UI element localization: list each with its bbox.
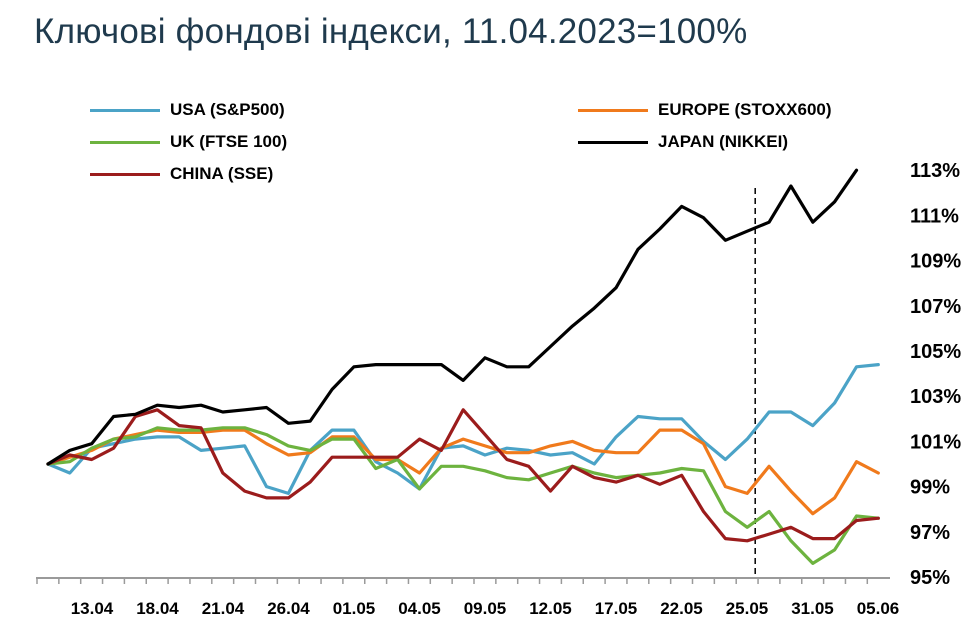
x-tick-layer: 13.04 18.04 21.04 26.04 01.05 04.05 09.05 12.05… [71,599,900,618]
x-tick-label: 04.05 [398,599,441,618]
legend-label-uk: UK (FTSE 100) [170,132,288,151]
legend-item-usa: USA (S&P500) [90,99,285,121]
y-tick-label: 105% [910,341,961,363]
legend-item-europe: EUROPE (STOXX600) [578,99,832,121]
series-line-usa [46,363,880,495]
series-line-europe [46,428,880,516]
x-tick-label: 22.05 [660,599,703,618]
x-tick-label: 09.05 [464,599,507,618]
legend-item-uk: UK (FTSE 100) [90,131,287,153]
legend-swatch-japan [578,140,648,144]
y-tick-label: 111% [910,205,959,227]
x-tick-label: 31.05 [791,599,834,618]
x-tick-label: 05.06 [857,599,900,618]
series-line-china [46,408,880,543]
y-tick-label: 101% [910,431,961,453]
axis-layer [36,188,890,584]
y-tick-label: 113% [910,160,960,182]
x-tick-label: 17.05 [595,599,638,618]
series-layer [46,168,880,566]
legend-label-china: CHINA (SSE) [170,164,274,183]
legend-item-japan: JAPAN (NIKKEI) [578,131,788,153]
legend-label-japan: JAPAN (NIKKEI) [658,132,789,151]
x-tick-label: 13.04 [71,599,114,618]
y-tick-label: 97% [910,522,950,544]
x-tick-label: 21.04 [202,599,245,618]
chart-title: Ключові фондові індекси, 11.04.2023=100% [34,12,748,51]
series-line-uk [46,426,880,566]
legend-swatch-usa [90,108,160,112]
x-tick-label: 26.04 [267,599,310,618]
y-tick-label: 95% [910,567,950,589]
x-tick-label: 25.05 [726,599,769,618]
y-tick-label: 109% [910,251,961,273]
legend-label-usa: USA (S&P500) [170,100,285,119]
legend-item-china: CHINA (SSE) [90,163,273,185]
legend-swatch-uk [90,140,160,144]
x-tick-label: 01.05 [333,599,376,618]
series-line-japan [46,168,859,466]
legend-swatch-europe [578,108,648,112]
legend-swatch-china [90,172,160,176]
y-tick-label: 103% [910,386,961,408]
y-tick-label: 107% [910,296,961,318]
x-tick-label: 12.05 [529,599,572,618]
y-tick-label: 99% [910,477,950,499]
legend-label-europe: EUROPE (STOXX600) [658,100,832,119]
x-tick-label: 18.04 [136,599,179,618]
y-tick-layer: 95% 97% 99% 101% 103% 105% 107% 109% 111% 113% [910,160,961,589]
